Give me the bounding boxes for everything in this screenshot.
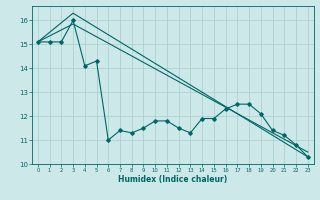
X-axis label: Humidex (Indice chaleur): Humidex (Indice chaleur) bbox=[118, 175, 228, 184]
